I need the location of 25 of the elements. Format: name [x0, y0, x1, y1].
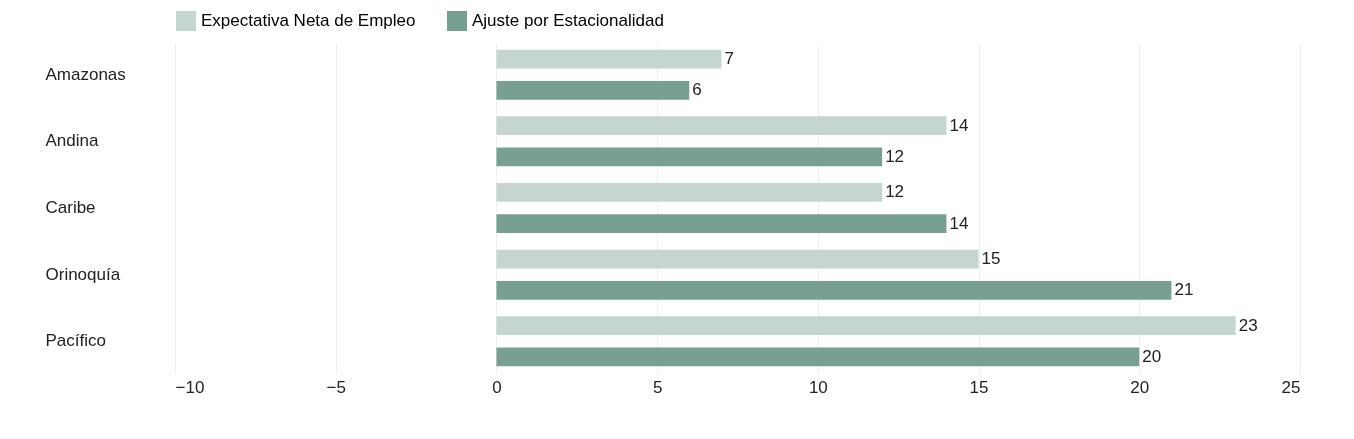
x-tick-label: 10 — [808, 377, 828, 397]
x-tick-label: −10 — [175, 377, 205, 397]
x-tick-label: 0 — [492, 377, 502, 397]
x-tick-label: −5 — [326, 377, 346, 397]
x-tick-label: 5 — [652, 377, 663, 397]
x-tick-label: 15 — [969, 377, 989, 397]
data-label: 7 — [724, 49, 734, 69]
data-label: 20 — [1142, 346, 1162, 366]
legend-label: Ajuste por Estacionalidad — [472, 11, 664, 30]
data-label: 15 — [981, 249, 1001, 269]
data-label: 14 — [949, 213, 969, 233]
data-label: 12 — [885, 182, 905, 202]
data-label: 12 — [885, 146, 905, 166]
data-label: 14 — [949, 115, 969, 135]
y-tick-label: Amazonas — [45, 64, 126, 84]
data-label: 23 — [1238, 315, 1258, 335]
data-label: 6 — [692, 80, 702, 100]
legend-label: Expectativa Neta de Empleo — [201, 11, 416, 30]
y-tick-label: Caribe — [45, 198, 96, 217]
x-tick-label: 20 — [1130, 377, 1150, 397]
x-tick-label: 25 — [1281, 377, 1301, 397]
y-tick-label: Andina — [45, 131, 99, 151]
y-tick-label: Pacífico — [45, 331, 106, 351]
y-tick-label: Orinoquía — [45, 264, 121, 284]
data-label: 21 — [1174, 280, 1194, 300]
